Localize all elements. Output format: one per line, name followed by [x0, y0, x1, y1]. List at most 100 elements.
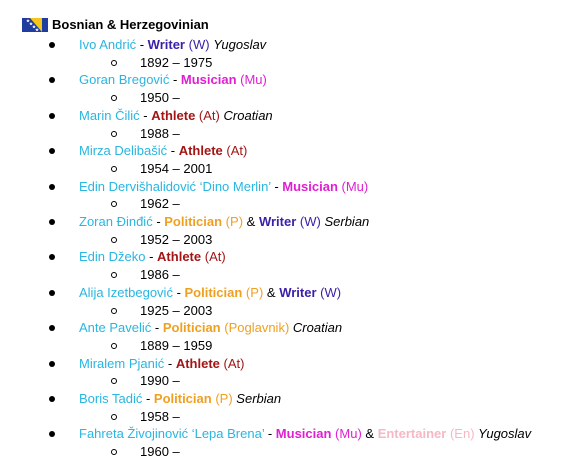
role-label: Writer — [147, 37, 185, 52]
role-abbreviation: W — [304, 214, 317, 229]
paren-close: ) — [258, 284, 264, 300]
role-abbreviation: P — [219, 391, 229, 406]
person-name[interactable]: Edin Dervišhalidović ‘Dino Merlin’ — [79, 178, 271, 194]
role-label: Politician — [184, 284, 243, 300]
paren-open: ( — [184, 37, 193, 52]
hollow-bullet-icon — [111, 130, 117, 137]
item-text: Edin Džeko - Athlete (At) — [79, 248, 226, 265]
years: 1952 – 2003 — [140, 231, 213, 247]
paren-close: ) — [243, 143, 248, 159]
role-label: Politician — [162, 320, 221, 336]
bullet-icon — [49, 254, 55, 261]
paren-close: ) — [363, 178, 369, 194]
role-label: Politician — [153, 391, 212, 406]
paren-open: ( — [219, 355, 228, 371]
person-name[interactable]: Fahreta Živojinović ‘Lepa Brena’ — [79, 426, 265, 442]
bullet-icon — [49, 289, 55, 296]
paren-open: ( — [316, 284, 325, 300]
nationality: Serbian — [236, 391, 282, 406]
paren-open: ( — [222, 143, 231, 159]
role-label: Musician — [275, 426, 332, 442]
hollow-bullet-icon — [111, 95, 117, 102]
item-text: Mirza Delibašić - Athlete (At) — [79, 142, 247, 159]
item-text: Miralem Pjanić - Athlete (At) — [79, 355, 244, 372]
paren-close: ) — [240, 355, 245, 371]
separator: - — [164, 355, 176, 371]
years: 1990 – — [140, 373, 180, 389]
nationality: Croatian — [292, 320, 343, 336]
person-name[interactable]: Goran Bregović — [79, 72, 170, 88]
person-name[interactable]: Ivo Andrić — [79, 37, 137, 52]
role-abbreviation: At — [209, 249, 222, 265]
bosnia-herzegovina-flag-icon — [22, 18, 48, 32]
conjunction: & — [361, 426, 378, 442]
person-name[interactable]: Mirza Delibašić — [79, 143, 168, 159]
item-text: Goran Bregović - Musician (Mu) — [79, 71, 267, 88]
separator: - — [136, 37, 148, 52]
role-label: Athlete — [157, 249, 202, 265]
paren-open: ( — [211, 391, 220, 406]
paren-open: ( — [201, 249, 210, 265]
years: 1988 – — [140, 125, 180, 141]
conjunction: & — [263, 284, 280, 300]
hollow-bullet-icon — [111, 201, 117, 208]
bullet-icon — [49, 148, 55, 155]
separator: - — [139, 107, 152, 123]
bullet-icon — [49, 325, 55, 332]
years: 1892 – 1975 — [140, 54, 213, 70]
role-abbreviation: At — [227, 355, 241, 371]
paren-close: ) — [215, 107, 220, 123]
person-name[interactable]: Zoran Đinđić — [79, 214, 153, 229]
nationality: Serbian — [324, 214, 370, 229]
paren-close: ) — [221, 249, 226, 265]
person-name[interactable]: Ante Pavelić — [79, 320, 152, 336]
person-name[interactable]: Boris Tadić — [79, 391, 143, 406]
separator: - — [270, 178, 283, 194]
role-label: Athlete — [178, 143, 223, 159]
hollow-bullet-icon — [111, 342, 117, 349]
paren-open: ( — [331, 426, 340, 442]
bullet-icon — [49, 42, 55, 48]
years: 1958 – — [140, 408, 180, 424]
paren-close: ) — [228, 391, 233, 406]
hollow-bullet-icon — [111, 378, 117, 385]
bullet-icon — [49, 77, 55, 84]
paren-close: ) — [336, 284, 342, 300]
person-name[interactable]: Edin Džeko — [79, 249, 146, 265]
person-name[interactable]: Marin Čilić — [79, 107, 140, 123]
role-label: Politician — [164, 214, 223, 229]
paren-open: ( — [296, 214, 305, 229]
role-abbreviation: P — [230, 214, 239, 229]
role-abbreviation: W — [192, 37, 206, 52]
role-label: Musician — [180, 72, 237, 88]
role-abbreviation: At — [203, 107, 216, 123]
years: 1954 – 2001 — [140, 160, 213, 176]
bullet-icon — [49, 431, 55, 438]
hollow-bullet-icon — [111, 449, 117, 456]
paren-open: ( — [220, 320, 229, 336]
hollow-bullet-icon — [111, 307, 117, 314]
separator: - — [167, 143, 179, 159]
item-text: Zoran Đinđić - Politician (P) & Writer (… — [79, 213, 369, 230]
paren-open: ( — [446, 426, 455, 442]
item-text: Edin Dervišhalidović ‘Dino Merlin’ - Mus… — [79, 178, 368, 195]
hollow-bullet-icon — [111, 272, 117, 279]
paren-close: ) — [470, 426, 475, 442]
item-text: Marin Čilić - Athlete (At) Croatian — [79, 107, 273, 124]
item-text: Ante Pavelić - Politician (Poglavnik) Cr… — [79, 319, 342, 336]
years: 1962 – — [140, 196, 180, 212]
person-name[interactable]: Miralem Pjanić — [79, 355, 165, 371]
years: 1960 – — [140, 444, 180, 460]
role-abbreviation: Poglavnik — [228, 320, 285, 336]
bullet-icon — [49, 360, 55, 367]
role-abbreviation: W — [324, 284, 337, 300]
hollow-bullet-icon — [111, 236, 117, 243]
separator: - — [145, 249, 158, 265]
paren-close: ) — [262, 72, 267, 88]
item-text: Fahreta Živojinović ‘Lepa Brena’ - Music… — [79, 425, 531, 442]
paren-close: ) — [284, 320, 290, 336]
role-label: Entertainer — [377, 426, 447, 442]
paren-close: ) — [205, 37, 210, 52]
person-name[interactable]: Alija Izetbegović — [79, 284, 173, 300]
